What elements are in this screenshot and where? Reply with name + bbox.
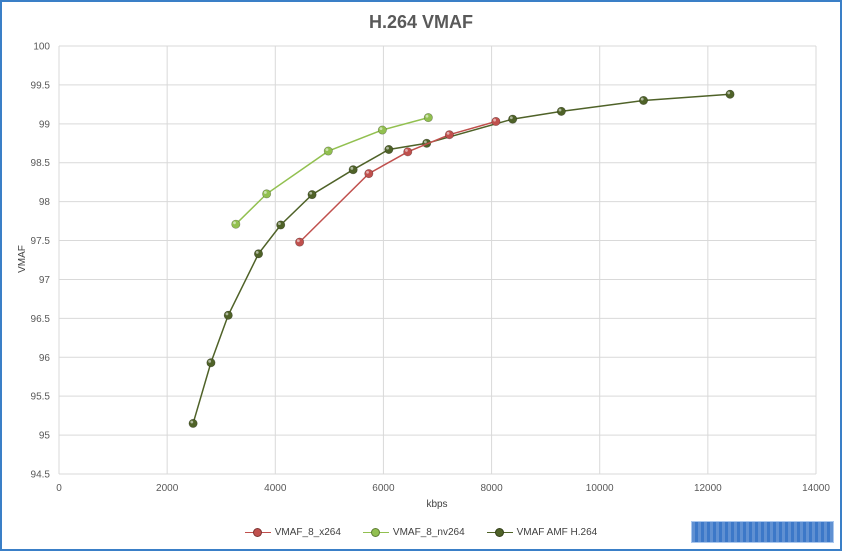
data-point-highlight — [325, 148, 329, 152]
y-tick-label: 100 — [33, 42, 50, 53]
data-point — [254, 249, 264, 259]
gridlines — [58, 45, 817, 475]
data-point — [384, 144, 394, 154]
tick-labels: 94.5 95 95.5 96 96.5 97 97.5 98 98.5 99 99.5 100 0 20… — [31, 42, 831, 495]
data-point-highlight — [208, 359, 212, 363]
data-point — [403, 147, 413, 157]
x-tick-label: 14000 — [802, 483, 830, 494]
data-point-highlight — [255, 250, 259, 254]
data-point — [423, 113, 433, 123]
data-point — [556, 106, 566, 116]
data-point-highlight — [727, 91, 731, 95]
x-tick-label: 10000 — [586, 483, 614, 494]
series-line — [192, 93, 731, 424]
series-0 — [295, 116, 501, 247]
data-point — [725, 89, 735, 99]
data-point-highlight — [509, 116, 513, 120]
legend-swatch — [244, 527, 271, 538]
data-point — [323, 146, 333, 156]
y-tick-label: 99.5 — [31, 80, 51, 91]
y-tick-label: 97.5 — [31, 236, 51, 247]
data-point-highlight — [233, 221, 236, 225]
series-layer — [188, 89, 735, 428]
x-tick-label: 6000 — [372, 483, 395, 494]
x-tick-label: 0 — [56, 483, 62, 494]
data-point-highlight — [225, 312, 229, 316]
y-tick-label: 94.5 — [31, 470, 51, 481]
y-tick-label: 96.5 — [31, 314, 51, 325]
series-1 — [231, 113, 433, 229]
data-point — [444, 130, 454, 140]
x-axis-label: kbps — [426, 499, 447, 510]
data-point-highlight — [446, 131, 450, 135]
data-point — [348, 165, 358, 175]
data-point-highlight — [296, 239, 300, 243]
data-point-highlight — [366, 170, 369, 174]
data-point — [377, 125, 387, 135]
watermark-logo — [691, 521, 834, 543]
legend-label: VMAF_8_x264 — [274, 527, 341, 538]
data-point-highlight — [379, 127, 383, 131]
data-point — [364, 169, 374, 179]
x-tick-label: 4000 — [264, 483, 287, 494]
y-tick-label: 95 — [39, 431, 51, 442]
legend-swatch — [362, 527, 389, 538]
x-tick-label: 12000 — [694, 483, 722, 494]
series-line — [235, 116, 429, 225]
data-point — [188, 418, 198, 428]
data-point-highlight — [386, 146, 389, 150]
data-point — [231, 219, 241, 229]
x-tick-label: 2000 — [156, 483, 179, 494]
data-point-highlight — [350, 166, 354, 170]
chart-title: H.264 VMAF — [368, 12, 474, 32]
series-line — [299, 120, 497, 243]
y-tick-label: 95.5 — [31, 392, 51, 403]
series-2 — [188, 89, 735, 428]
data-point-highlight — [405, 149, 408, 152]
legend-item: VMAF AMF H.264 — [486, 527, 598, 538]
legend: VMAF_8_x264 VMAF_8_nv264 VMAF AMF H.264 — [0, 527, 842, 538]
legend-swatch — [486, 527, 513, 538]
data-point — [262, 189, 272, 199]
y-axis-label: VMAF — [17, 245, 28, 273]
data-point — [307, 190, 317, 200]
data-point-highlight — [190, 420, 194, 424]
data-point-highlight — [425, 114, 429, 118]
y-tick-label: 99 — [39, 119, 51, 130]
legend-label: VMAF AMF H.264 — [516, 527, 598, 538]
y-tick-label: 96 — [39, 353, 51, 364]
y-tick-label: 98.5 — [31, 158, 51, 169]
data-point — [508, 114, 518, 124]
data-point-highlight — [263, 191, 267, 194]
data-point-highlight — [558, 108, 562, 112]
data-point-highlight — [493, 118, 496, 122]
data-point — [639, 95, 649, 105]
legend-item: VMAF_8_x264 — [244, 527, 341, 538]
legend-label: VMAF_8_nv264 — [392, 527, 465, 538]
legend-item: VMAF_8_nv264 — [362, 527, 465, 538]
data-point-highlight — [640, 97, 644, 101]
data-point — [223, 310, 233, 320]
data-point — [276, 220, 286, 230]
data-point — [295, 237, 305, 247]
data-point-highlight — [309, 191, 313, 195]
data-point-highlight — [423, 140, 427, 144]
y-tick-label: 98 — [39, 197, 51, 208]
data-point — [206, 358, 216, 368]
data-point-highlight — [277, 222, 281, 225]
data-point — [491, 116, 501, 126]
x-tick-label: 8000 — [480, 483, 503, 494]
y-tick-label: 97 — [39, 275, 51, 286]
